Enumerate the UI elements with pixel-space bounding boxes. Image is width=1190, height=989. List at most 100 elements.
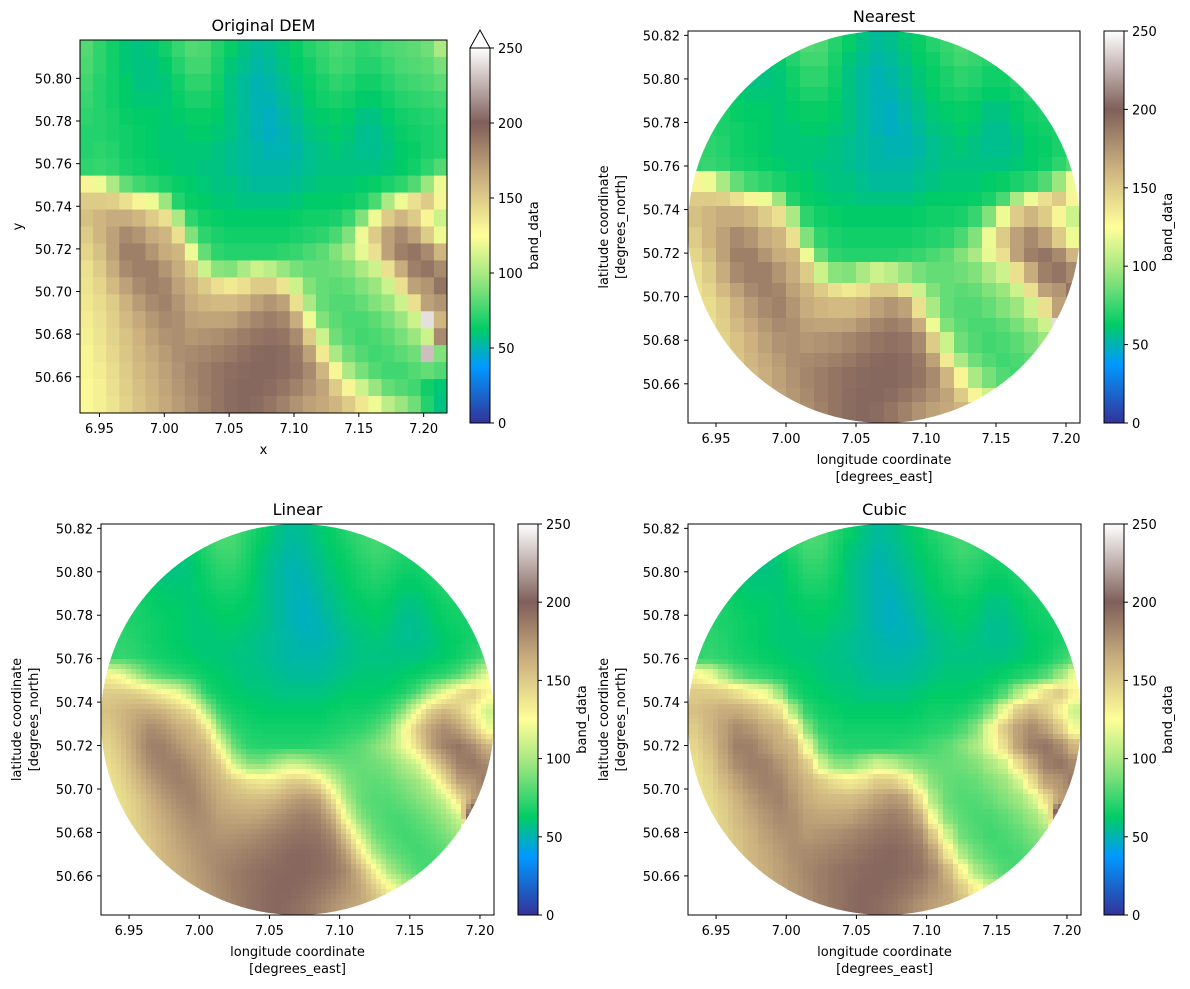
heatmap-cell — [433, 40, 447, 58]
heatmap-cell — [1073, 353, 1080, 361]
heatmap-cell — [1031, 381, 1039, 389]
heatmap-cell — [342, 277, 356, 295]
heatmap-cell — [702, 332, 710, 340]
heatmap-cell — [251, 559, 257, 565]
heatmap-cell — [926, 304, 934, 312]
heatmap-cell — [301, 549, 307, 555]
heatmap-cell — [835, 199, 843, 207]
heatmap-cell — [849, 416, 857, 423]
heatmap-cell — [975, 276, 983, 284]
heatmap-cell — [396, 529, 402, 535]
heatmap-cell — [101, 559, 107, 565]
heatmap-cell — [877, 402, 885, 410]
heatmap-cell — [982, 115, 990, 123]
heatmap-cell — [786, 227, 794, 235]
heatmap-cell — [132, 362, 147, 380]
heatmap-cell — [315, 277, 330, 295]
heatmap-cell — [93, 328, 107, 346]
heatmap-cell — [765, 185, 773, 193]
heatmap-cell — [246, 529, 252, 535]
heatmap-cell — [870, 262, 878, 270]
heatmap-cell — [119, 73, 134, 92]
heatmap-cell — [221, 544, 227, 550]
heatmap-cell — [709, 122, 717, 130]
heatmap-cell — [206, 589, 212, 595]
heatmap-cell — [695, 164, 703, 172]
heatmap-cell — [156, 534, 162, 540]
heatmap-cell — [251, 594, 257, 600]
heatmap-cell — [342, 90, 356, 109]
heatmap-cell — [351, 589, 357, 595]
heatmap-cell — [926, 171, 934, 179]
heatmap-cell — [145, 141, 160, 160]
heatmap-cell — [1031, 311, 1039, 319]
heatmap-cell — [716, 122, 724, 130]
heatmap-cell — [961, 311, 969, 319]
heatmap-cell — [863, 136, 871, 144]
heatmap-cell — [224, 56, 238, 75]
heatmap-cell — [271, 534, 277, 540]
heatmap-cell — [146, 594, 152, 600]
heatmap-cell — [996, 94, 1004, 102]
heatmap-cell — [368, 124, 383, 143]
heatmap-cell — [772, 416, 780, 423]
heatmap-cell — [709, 360, 717, 368]
heatmap-cell — [1010, 346, 1018, 354]
heatmap-cell — [737, 318, 745, 326]
heatmap-cell — [246, 589, 252, 595]
heatmap-cell — [136, 569, 142, 575]
heatmap-cell — [1059, 52, 1067, 60]
heatmap-cell — [301, 584, 307, 590]
heatmap-cell — [1017, 59, 1025, 67]
heatmap-cell — [695, 45, 703, 53]
heatmap-cell — [1059, 311, 1067, 319]
heatmap-cell — [431, 524, 437, 530]
heatmap-cell — [835, 150, 843, 158]
heatmap-cell — [1024, 395, 1032, 403]
heatmap-cell — [1038, 206, 1046, 214]
heatmap-cell — [891, 213, 899, 221]
heatmap-cell — [919, 311, 927, 319]
heatmap-cell — [905, 276, 913, 284]
heatmap-cell — [989, 395, 997, 403]
heatmap-cell — [842, 269, 850, 277]
heatmap-cell — [1010, 80, 1018, 88]
heatmap-cell — [381, 544, 387, 550]
heatmap-cell — [891, 325, 899, 333]
heatmap-cell — [961, 381, 969, 389]
heatmap-cell — [1031, 157, 1039, 165]
heatmap-cell — [744, 416, 752, 423]
heatmap-cell — [744, 227, 752, 235]
heatmap-cell — [765, 80, 773, 88]
heatmap-cell — [709, 108, 717, 116]
heatmap-cell — [101, 574, 107, 580]
heatmap-cell — [758, 52, 766, 60]
heatmap-cell — [730, 395, 738, 403]
heatmap-cell — [807, 87, 815, 95]
heatmap-cell — [266, 564, 272, 570]
heatmap-cell — [261, 534, 267, 540]
heatmap-cell — [106, 549, 112, 555]
heatmap-cell — [898, 143, 906, 151]
heatmap-cell — [1059, 318, 1067, 326]
heatmap-cell — [1031, 38, 1039, 46]
heatmap-cell — [486, 534, 492, 540]
heatmap-cell — [420, 396, 435, 413]
heatmap-cell — [702, 94, 710, 102]
heatmap-cell — [396, 534, 402, 540]
heatmap-cell — [261, 554, 267, 560]
heatmap-cell — [1031, 255, 1039, 263]
heatmap-cell — [106, 396, 120, 413]
heatmap-cell — [166, 534, 172, 540]
heatmap-cell — [751, 318, 759, 326]
heatmap-cell — [709, 332, 717, 340]
heatmap-cell — [1045, 248, 1053, 256]
axes-frame — [687, 30, 1081, 424]
heatmap-cell — [237, 260, 251, 278]
heatmap-cell — [786, 31, 794, 39]
heatmap-cell — [1010, 332, 1018, 340]
heatmap-cell — [919, 395, 927, 403]
heatmap-cell — [281, 544, 287, 550]
heatmap-cell — [224, 379, 238, 397]
heatmap-cell — [940, 206, 948, 214]
